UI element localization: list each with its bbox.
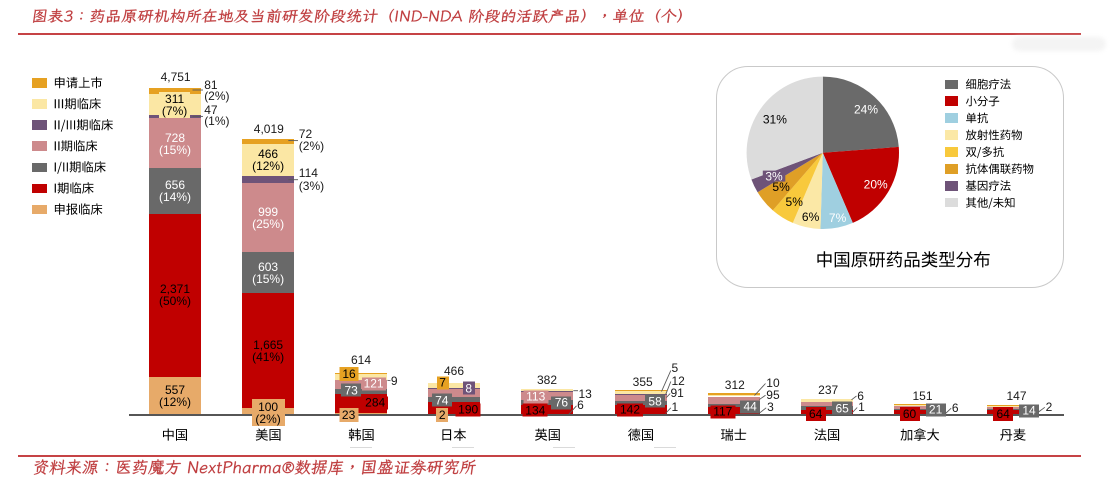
svg-text:5%: 5% — [786, 195, 804, 209]
svg-text:7%: 7% — [829, 211, 847, 225]
svg-text:5%: 5% — [772, 180, 790, 194]
svg-text:31%: 31% — [763, 112, 787, 126]
svg-text:3%: 3% — [765, 170, 783, 184]
svg-text:20%: 20% — [864, 177, 888, 191]
svg-text:24%: 24% — [854, 102, 878, 116]
svg-text:6%: 6% — [802, 210, 820, 224]
